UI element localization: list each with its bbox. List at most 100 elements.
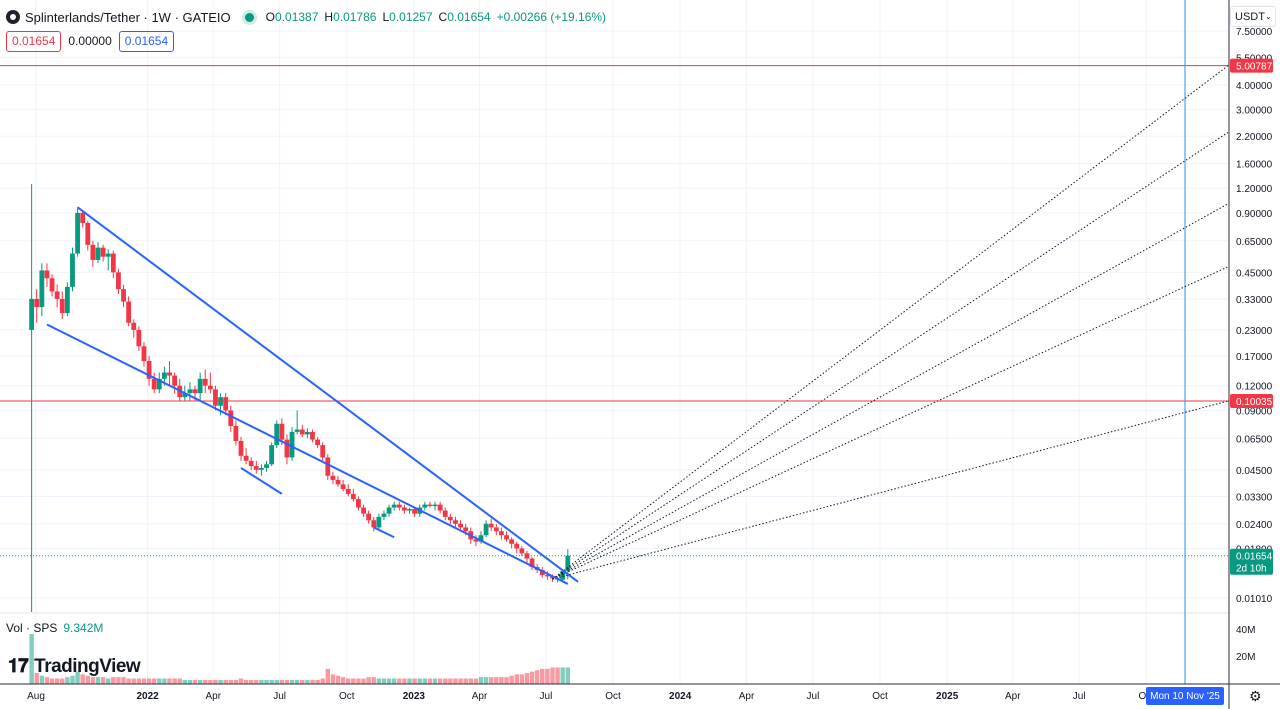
- volume-bar: [417, 678, 422, 684]
- ohlc-change-value: +0.00266 (+19.16%): [496, 10, 607, 24]
- x-tick-label: Apr: [739, 691, 755, 702]
- x-tick-label: 2025: [936, 691, 959, 702]
- candle-body: [386, 507, 392, 514]
- buy-price-button[interactable]: 0.01654: [118, 31, 175, 52]
- volume-bar: [111, 677, 116, 684]
- candle-body: [514, 543, 520, 549]
- candle-body: [167, 372, 172, 376]
- ohlc-open: O0.01387: [266, 10, 319, 24]
- volume-bar: [366, 677, 371, 684]
- candle-body: [310, 431, 315, 440]
- volume-bar: [146, 678, 152, 684]
- symbol-legend[interactable]: Splinterlands/Tether · 1W · GATEIO O0.01…: [6, 8, 612, 26]
- candle-body: [289, 431, 295, 458]
- volume-bar: [208, 679, 213, 684]
- candle-body: [509, 539, 515, 544]
- candle-body: [233, 426, 239, 441]
- candle-body: [34, 298, 40, 308]
- candlestick-series: [29, 184, 571, 612]
- volume-bar: [85, 675, 90, 684]
- candle-body: [202, 378, 208, 386]
- volume-bar: [412, 678, 417, 684]
- ohlc-open-value: 0.01387: [275, 10, 319, 24]
- volume-bar: [197, 679, 203, 684]
- wedge-lower-line: [46, 323, 569, 585]
- candle-body: [544, 575, 550, 577]
- chart-grid: [0, 0, 1229, 684]
- candle-body: [54, 291, 60, 299]
- volume-bar: [264, 679, 269, 684]
- candle-body: [371, 520, 377, 528]
- volume-bar: [310, 679, 315, 684]
- volume-bar: [346, 678, 351, 684]
- candle-body: [228, 410, 234, 427]
- symbol-title[interactable]: Splinterlands/Tether · 1W · GATEIO: [25, 9, 231, 25]
- candle-body: [412, 509, 418, 514]
- volume-bar: [274, 679, 279, 684]
- y-tick-label: 0.65000: [1236, 237, 1273, 248]
- volume-bar: [499, 677, 504, 684]
- level-price-badge: [1230, 394, 1273, 409]
- candle-body: [243, 455, 249, 461]
- volume-bar: [243, 679, 249, 684]
- tradingview-logo[interactable]: 𝟏𝟕 TradingView: [8, 656, 141, 678]
- candle-body: [116, 272, 121, 290]
- volume-bar: [80, 674, 85, 684]
- candle-body: [427, 504, 433, 507]
- volume-bar: [340, 677, 346, 684]
- volume-bar: [192, 679, 198, 684]
- currency-selector[interactable]: USDT ⌄: [1230, 6, 1276, 27]
- chart-drawings: [0, 0, 1229, 684]
- crosshair-date-badge: [1146, 687, 1224, 705]
- volume-bar: [141, 678, 147, 684]
- y-tick-label: 0.06500: [1236, 434, 1273, 445]
- candle-body: [182, 393, 188, 398]
- candle-body: [64, 286, 70, 314]
- y-tick-label: 0.23000: [1236, 326, 1273, 337]
- volume-axis-label: 40M: [1236, 625, 1255, 636]
- volume-bar: [448, 678, 453, 684]
- candle-body: [59, 298, 65, 314]
- y-tick-label: 2.20000: [1236, 132, 1273, 143]
- volume-bar: [432, 678, 438, 684]
- ohlc-high: H0.01786: [324, 10, 376, 24]
- candle-body: [105, 253, 111, 257]
- volume-legend[interactable]: Vol · SPS 9.342M: [6, 621, 103, 635]
- x-tick-label: 2023: [403, 691, 426, 702]
- y-tick-label: 7.50000: [1236, 27, 1273, 38]
- volume-bar: [218, 679, 223, 684]
- candle-body: [299, 429, 305, 435]
- ohlc-change: +0.00266 (+19.16%): [497, 10, 606, 24]
- candle-body: [350, 493, 356, 500]
- settings-gear-icon[interactable]: ⚙: [1249, 688, 1262, 704]
- volume-bar: [106, 678, 111, 684]
- sell-price-button[interactable]: 0.01654: [6, 31, 62, 52]
- candle-body: [75, 212, 80, 254]
- volume-bar: [238, 678, 244, 684]
- volume-bar: [228, 679, 233, 684]
- volume-bar: [223, 679, 228, 684]
- market-status-dot-icon[interactable]: [244, 12, 254, 22]
- candle-body: [453, 520, 458, 524]
- volume-bar: [514, 674, 519, 684]
- volume-bar: [443, 678, 448, 684]
- volume-bar: [294, 679, 300, 684]
- candle-body: [315, 439, 320, 446]
- volume-bar: [65, 677, 70, 684]
- volume-bar: [335, 675, 341, 684]
- volume-bar: [126, 678, 131, 684]
- volume-bar: [468, 678, 473, 684]
- volume-bar: [70, 675, 75, 684]
- volume-bar: [361, 678, 366, 684]
- volume-legend-value: 9.342M: [63, 621, 104, 635]
- candle-body: [560, 571, 566, 580]
- price-axis-background: [1229, 0, 1280, 709]
- candle-body: [458, 523, 463, 528]
- x-tick-label: Apr: [205, 691, 221, 702]
- candle-body: [238, 440, 244, 456]
- volume-bar: [203, 679, 208, 684]
- x-tick-label: Oct: [605, 691, 621, 702]
- volume-bar: [330, 674, 336, 684]
